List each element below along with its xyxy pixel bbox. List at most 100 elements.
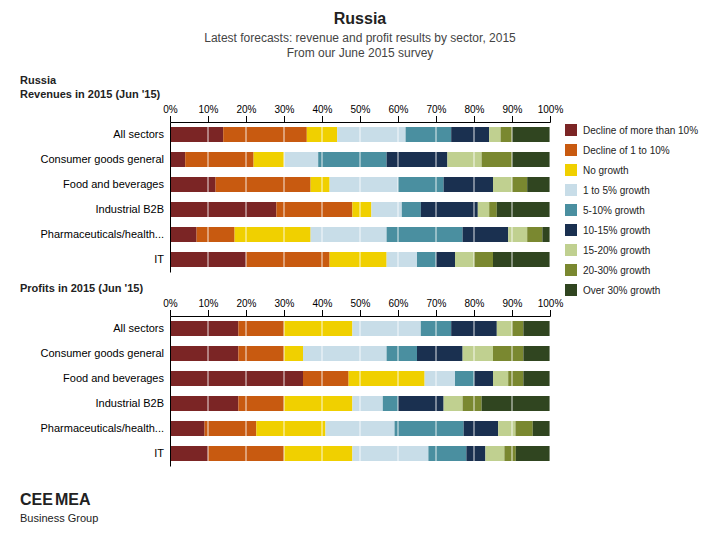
x-tick-label: 70% [426,298,446,309]
y-axis: All sectorsConsumer goods generalFood an… [40,317,170,467]
legend-label: Over 30% growth [583,285,660,296]
x-tick-line [436,116,437,122]
bar-series [284,127,417,267]
bar-segment [402,202,421,217]
bar-segment [497,321,512,336]
legend-item: 5-10% growth [565,204,645,216]
x-tick: 20% [236,298,256,316]
section-title: Profits in 2015 (Jun '15) [20,282,143,294]
chart: RussiaLatest forecasts: revenue and prof… [0,0,720,540]
bar-segment [489,127,500,142]
bar-segment [508,371,523,386]
bar-segment [284,346,303,361]
bar-segment [387,252,417,267]
bar-segment [455,252,474,267]
bar-segment [406,127,452,142]
bar-segment [515,421,532,436]
bar-segment [170,152,185,167]
y-tick-label: Industrial B2B [96,397,164,409]
bar-segment [455,371,474,386]
legend-swatch [565,184,577,196]
bar-segment [444,177,493,192]
bar-series [493,127,550,267]
y-tick-label: IT [154,447,164,459]
bar-segment [170,127,223,142]
bar-series [387,127,509,267]
bar-segment [170,321,238,336]
y-tick: IT [154,253,170,265]
legend-swatch [565,284,577,296]
x-tick: 0% [163,104,178,122]
legend-item: Decline of 1 to 10% [565,144,670,156]
bar-segment [512,152,550,167]
bar-segment [451,127,489,142]
grid-line [284,316,285,466]
x-tick-line [284,310,285,316]
bar-segment [256,421,325,436]
x-tick-line [360,310,361,316]
x-tick-line [246,116,247,122]
x-tick-line [284,116,285,122]
grid-line [550,122,551,272]
bar-segment [527,177,550,192]
legend-swatch [565,224,577,236]
grid-line [170,122,171,272]
bar-series [398,321,498,461]
legend-label: 15-20% growth [583,245,650,256]
x-tick-line [208,310,209,316]
y-tick: All sectors [113,128,170,140]
bar-segment [352,396,382,411]
grid-line [246,122,247,272]
x-tick-line [474,116,475,122]
bar-segment [474,371,493,386]
bar-segment [387,152,448,167]
y-tick-label: Food and beverages [63,178,164,190]
x-tick-label: 80% [464,298,484,309]
x-tick: 30% [274,104,294,122]
x-tick: 60% [388,298,408,316]
bar-segment [444,396,463,411]
x-tick-label: 50% [350,104,370,115]
x-axis: 0%10%20%30%40%50%60%70%80%90%100% [163,298,563,317]
legend-label: Decline of more than 10% [583,125,698,136]
annotation: Business Group [20,512,98,524]
bar-segment [170,371,303,386]
x-tick-line [436,310,437,316]
x-tick: 10% [198,298,218,316]
y-tick-label: IT [154,253,164,265]
bar-segment [497,202,550,217]
bar-segment [284,396,352,411]
bar-segment [417,252,436,267]
bar-segment [464,421,499,436]
x-tick-line [322,116,323,122]
bar-segment [223,127,307,142]
bar-series [383,321,474,461]
bar-series [303,321,455,461]
x-tick: 40% [312,298,332,316]
x-tick-label: 30% [274,104,294,115]
grid [170,122,550,272]
bar-segment [197,227,235,242]
bar-segment [303,346,387,361]
subtitle: From our June 2015 survey [287,46,434,60]
bar-segment [170,446,208,461]
bar-segment [238,346,284,361]
bar-segment [170,346,238,361]
subtitle: Latest forecasts: revenue and profit res… [204,31,516,45]
y-tick: Pharmaceuticals/health... [40,228,170,240]
x-tick: 10% [198,104,218,122]
bar-series [185,127,352,267]
grid-line [170,316,171,466]
bar-segment [352,202,371,217]
bar-segment [504,446,515,461]
bar-segment [170,421,205,436]
y-tick: Food and beverages [63,372,170,384]
bar-segment [527,227,542,242]
axis-domain [170,123,171,273]
bar-segment [533,421,550,436]
bar-segment [371,202,401,217]
bar-segment [276,202,352,217]
bar-segment [170,227,197,242]
grid-line [246,316,247,466]
bar-segment [284,321,352,336]
